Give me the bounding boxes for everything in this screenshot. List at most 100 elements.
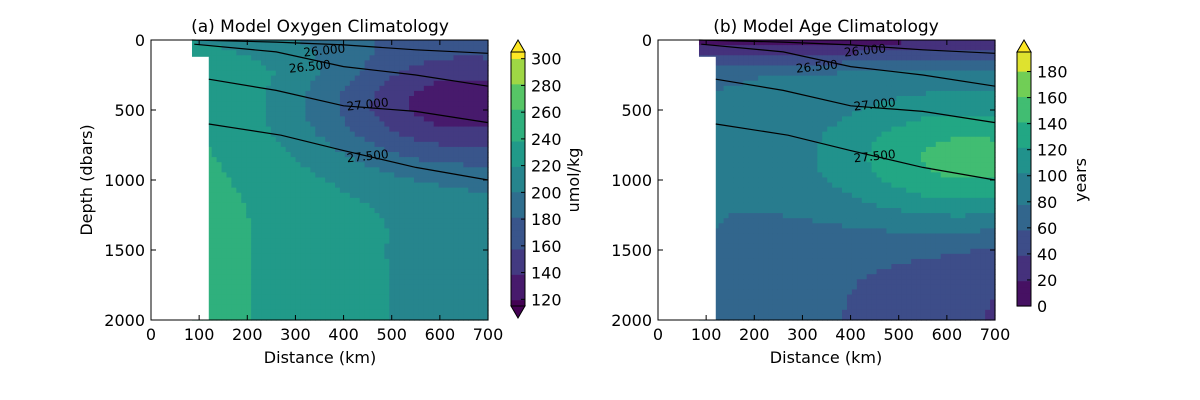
field-cell <box>777 146 784 153</box>
field-cell <box>394 233 400 240</box>
field-cell <box>478 197 484 204</box>
field-cell <box>325 182 331 189</box>
field-cell <box>374 146 381 153</box>
field-cell <box>478 314 484 321</box>
field-cell <box>768 233 774 240</box>
field-cell <box>443 258 450 265</box>
field-cell <box>772 80 779 87</box>
field-cell <box>399 126 405 133</box>
field-cell <box>797 192 804 199</box>
land-area <box>151 40 192 320</box>
field-cell <box>463 101 469 107</box>
field-cell <box>320 55 326 61</box>
field-cell <box>359 208 366 214</box>
field-cell <box>733 40 739 46</box>
field-cell <box>256 182 262 189</box>
field-cell <box>256 131 262 138</box>
field-cell <box>733 202 739 209</box>
field-cell <box>468 284 474 291</box>
field-cell <box>797 202 804 209</box>
field-cell <box>433 50 440 56</box>
field-cell <box>812 243 818 250</box>
field-cell <box>394 202 400 209</box>
field-cell <box>423 187 430 194</box>
field-cell <box>394 299 400 306</box>
field-cell <box>738 70 744 77</box>
field-cell <box>748 80 754 87</box>
field-cell <box>738 75 744 82</box>
field-cell <box>428 75 435 82</box>
field-cell <box>738 55 744 61</box>
field-cell <box>768 111 774 117</box>
field-cell <box>320 309 326 316</box>
field-cell <box>285 314 292 321</box>
field-cell <box>807 85 814 92</box>
field-cell <box>389 264 395 270</box>
y-tick-label: 0 <box>135 31 145 50</box>
field-cell <box>827 80 833 87</box>
field-cell <box>453 45 459 51</box>
field-cell <box>718 223 725 229</box>
field-cell <box>743 75 749 82</box>
field-cell <box>231 172 237 179</box>
field-cell <box>468 167 474 173</box>
field-cell <box>295 248 302 255</box>
field-cell <box>300 238 307 245</box>
field-cell <box>817 126 823 133</box>
field-cell <box>438 60 445 67</box>
field-cell <box>738 126 744 133</box>
field-cell <box>433 85 440 92</box>
field-cell <box>832 177 838 184</box>
field-cell <box>458 233 464 240</box>
field-cell <box>290 152 297 158</box>
field-cell <box>738 202 744 209</box>
field-cell <box>723 238 730 245</box>
field-cell <box>433 55 440 61</box>
field-cell <box>413 248 420 255</box>
field-cell <box>295 152 302 158</box>
field-cell <box>295 197 302 204</box>
field-cell <box>473 284 479 291</box>
field-cell <box>399 111 405 117</box>
field-cell <box>404 111 410 117</box>
field-cell <box>399 309 405 316</box>
field-cell <box>339 208 346 214</box>
field-cell <box>374 274 381 280</box>
field-cell <box>256 213 262 219</box>
field-cell <box>433 116 440 123</box>
field-cell <box>335 126 341 133</box>
field-cell <box>448 141 455 148</box>
field-cell <box>733 253 739 260</box>
field-cell <box>483 111 489 117</box>
field-cell <box>379 75 385 82</box>
field-cell <box>483 264 489 270</box>
field-cell <box>807 172 814 179</box>
field-cell <box>384 279 390 285</box>
field-cell <box>733 116 739 123</box>
field-cell <box>428 187 435 194</box>
field-cell <box>807 70 814 77</box>
field-cell <box>216 258 223 265</box>
field-cell <box>797 294 804 301</box>
field-cell <box>409 223 415 229</box>
field-cell <box>344 50 351 56</box>
field-cell <box>807 111 814 117</box>
colorbar-band <box>511 185 525 193</box>
field-cell <box>463 75 469 82</box>
field-cell <box>335 284 341 291</box>
field-cell <box>251 213 257 219</box>
field-cell <box>483 162 489 168</box>
field-cell <box>206 136 213 143</box>
field-cell <box>320 187 326 194</box>
field-cell <box>275 40 282 46</box>
field-cell <box>315 202 321 209</box>
field-cell <box>389 167 395 173</box>
field-cell <box>443 304 450 311</box>
field-cell <box>812 101 818 107</box>
field-cell <box>310 131 316 138</box>
field-cell <box>379 90 385 97</box>
field-cell <box>797 111 804 117</box>
field-cell <box>394 157 400 163</box>
field-cell <box>389 65 395 72</box>
field-cell <box>394 162 400 168</box>
